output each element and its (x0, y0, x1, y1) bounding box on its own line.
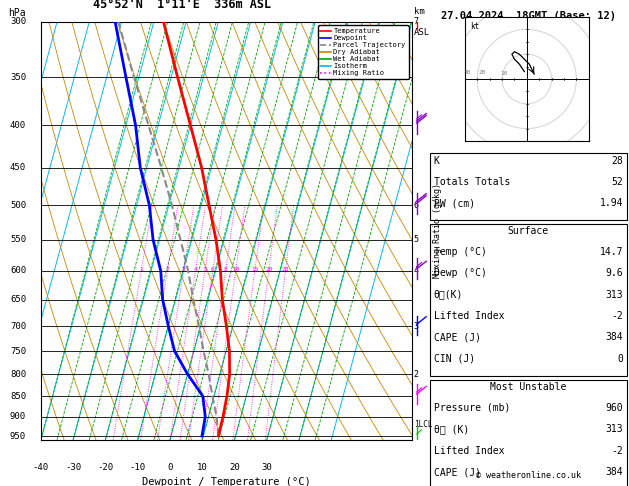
Text: -2: -2 (611, 446, 623, 456)
Text: 14.7: 14.7 (599, 247, 623, 257)
Text: 384: 384 (605, 467, 623, 477)
Text: 4: 4 (194, 267, 198, 272)
Text: 550: 550 (10, 235, 26, 244)
Text: 313: 313 (605, 424, 623, 434)
Text: 700: 700 (10, 322, 26, 331)
Text: Dewpoint / Temperature (°C): Dewpoint / Temperature (°C) (142, 477, 311, 486)
Text: 750: 750 (10, 347, 26, 356)
Text: θᴇ (K): θᴇ (K) (434, 424, 469, 434)
Text: -40: -40 (33, 463, 49, 472)
Text: hPa: hPa (8, 8, 26, 17)
Text: 3: 3 (414, 322, 419, 331)
Text: 5: 5 (414, 235, 419, 244)
Text: 20: 20 (479, 70, 486, 75)
Text: K: K (434, 156, 440, 166)
Text: 45°52'N  1°11'E  336m ASL: 45°52'N 1°11'E 336m ASL (93, 0, 271, 12)
Text: 7: 7 (414, 17, 419, 26)
Text: 650: 650 (10, 295, 26, 304)
Text: Temp (°C): Temp (°C) (434, 247, 487, 257)
Text: ASL: ASL (414, 28, 430, 37)
Text: 52: 52 (611, 177, 623, 187)
Text: km: km (414, 7, 425, 16)
Legend: Temperature, Dewpoint, Parcel Trajectory, Dry Adiabat, Wet Adiabat, Isotherm, Mi: Temperature, Dewpoint, Parcel Trajectory… (318, 25, 408, 79)
Text: 28: 28 (282, 267, 289, 272)
Text: Mixing Ratio (g/kg): Mixing Ratio (g/kg) (433, 183, 442, 278)
Text: 28: 28 (611, 156, 623, 166)
Text: Lifted Index: Lifted Index (434, 311, 504, 321)
Text: 20: 20 (265, 267, 272, 272)
Text: 2: 2 (165, 267, 169, 272)
Text: Totals Totals: Totals Totals (434, 177, 510, 187)
Text: Dewp (°C): Dewp (°C) (434, 268, 487, 278)
Text: 10: 10 (197, 463, 208, 472)
Text: 8: 8 (224, 267, 228, 272)
Text: 10: 10 (232, 267, 240, 272)
Text: 6: 6 (211, 267, 215, 272)
Text: -10: -10 (130, 463, 146, 472)
Text: CAPE (J): CAPE (J) (434, 332, 481, 343)
Text: 1LCL: 1LCL (414, 420, 432, 429)
Text: Lifted Index: Lifted Index (434, 446, 504, 456)
Text: 27.04.2024  18GMT (Base: 12): 27.04.2024 18GMT (Base: 12) (441, 11, 616, 21)
Text: 850: 850 (10, 392, 26, 400)
Text: 400: 400 (10, 121, 26, 130)
Text: 3: 3 (182, 267, 186, 272)
Text: 10: 10 (501, 71, 508, 76)
Text: Surface: Surface (508, 226, 549, 236)
Text: 384: 384 (605, 332, 623, 343)
Text: -20: -20 (97, 463, 113, 472)
Text: 960: 960 (605, 403, 623, 413)
Text: © weatheronline.co.uk: © weatheronline.co.uk (476, 471, 581, 480)
Text: 350: 350 (10, 73, 26, 82)
Text: 15: 15 (251, 267, 259, 272)
Text: CIN (J): CIN (J) (434, 354, 475, 364)
Text: 2: 2 (414, 370, 419, 379)
Text: Most Unstable: Most Unstable (490, 382, 567, 392)
Text: -30: -30 (65, 463, 81, 472)
Text: -2: -2 (611, 311, 623, 321)
Text: kt: kt (470, 22, 479, 31)
Text: Pressure (mb): Pressure (mb) (434, 403, 510, 413)
Text: 4: 4 (414, 266, 419, 276)
Text: 5: 5 (203, 267, 207, 272)
Bar (430, 153, 627, 220)
Text: 1: 1 (140, 267, 143, 272)
Text: 1.94: 1.94 (599, 198, 623, 208)
Text: 0: 0 (167, 463, 172, 472)
Text: 6: 6 (414, 201, 419, 210)
Text: 600: 600 (10, 266, 26, 276)
Text: 800: 800 (10, 370, 26, 379)
Text: 450: 450 (10, 163, 26, 172)
Text: 300: 300 (10, 17, 26, 26)
Text: 950: 950 (10, 432, 26, 441)
Text: 0: 0 (617, 354, 623, 364)
Text: 30: 30 (464, 70, 471, 75)
Text: θᴇ(K): θᴇ(K) (434, 290, 463, 300)
Text: 30: 30 (262, 463, 272, 472)
Bar (430, 224, 627, 376)
Bar (430, 380, 627, 486)
Text: 500: 500 (10, 201, 26, 210)
Text: 900: 900 (10, 412, 26, 421)
Text: PW (cm): PW (cm) (434, 198, 475, 208)
Text: 313: 313 (605, 290, 623, 300)
Text: 9.6: 9.6 (605, 268, 623, 278)
Text: CAPE (J): CAPE (J) (434, 467, 481, 477)
Text: 20: 20 (229, 463, 240, 472)
